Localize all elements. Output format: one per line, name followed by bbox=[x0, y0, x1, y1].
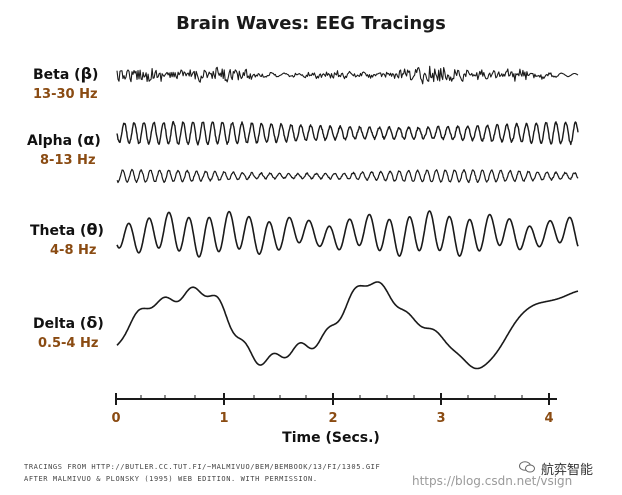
band-label-beta: Beta (β) bbox=[33, 64, 99, 83]
trace-alpha-1 bbox=[116, 120, 579, 146]
band-symbol: β bbox=[80, 64, 93, 83]
band-freq-theta: 4-8 Hz bbox=[50, 243, 97, 258]
trace-beta bbox=[116, 65, 579, 85]
axis-tick-label: 0 bbox=[111, 411, 121, 426]
watermark-brand: 航弈智能 bbox=[541, 463, 594, 478]
axis-tick-label: 3 bbox=[436, 411, 446, 426]
band-label-alpha: Alpha (α) bbox=[27, 130, 101, 149]
wechat-icon bbox=[519, 461, 535, 473]
axis-tick-label: 4 bbox=[544, 411, 554, 426]
band-label-delta: Delta (δ) bbox=[33, 313, 104, 332]
watermark-url: https://blog.csdn.net/vsign bbox=[412, 474, 573, 488]
band-freq-alpha: 8-13 Hz bbox=[40, 153, 96, 168]
axis-title: Time (Secs.) bbox=[282, 430, 380, 446]
band-name: Beta bbox=[33, 67, 70, 83]
band-name: Theta bbox=[30, 223, 76, 239]
band-label-theta: Theta (θ) bbox=[30, 220, 104, 239]
axis-tick-label: 1 bbox=[219, 411, 229, 426]
trace-theta bbox=[116, 210, 579, 258]
band-symbol: δ bbox=[86, 313, 98, 332]
band-name: Alpha bbox=[27, 133, 73, 149]
band-symbol: θ bbox=[86, 220, 98, 239]
band-freq-delta: 0.5-4 Hz bbox=[38, 336, 99, 351]
diagram-title: Brain Waves: EEG Tracings bbox=[176, 13, 446, 34]
time-axis bbox=[115, 393, 557, 405]
source-credit-line-1: Tracings from http://butler.cc.tut.fi/~m… bbox=[24, 463, 381, 471]
band-name: Delta bbox=[33, 316, 76, 332]
source-credit-line-2: After Malmivuo & Plonsky (1995) Web Edit… bbox=[24, 475, 318, 483]
band-freq-beta: 13-30 Hz bbox=[33, 87, 98, 102]
axis-tick-label: 2 bbox=[328, 411, 338, 426]
trace-delta bbox=[116, 281, 579, 370]
band-symbol: α bbox=[83, 130, 95, 149]
trace-alpha-2 bbox=[116, 168, 579, 184]
